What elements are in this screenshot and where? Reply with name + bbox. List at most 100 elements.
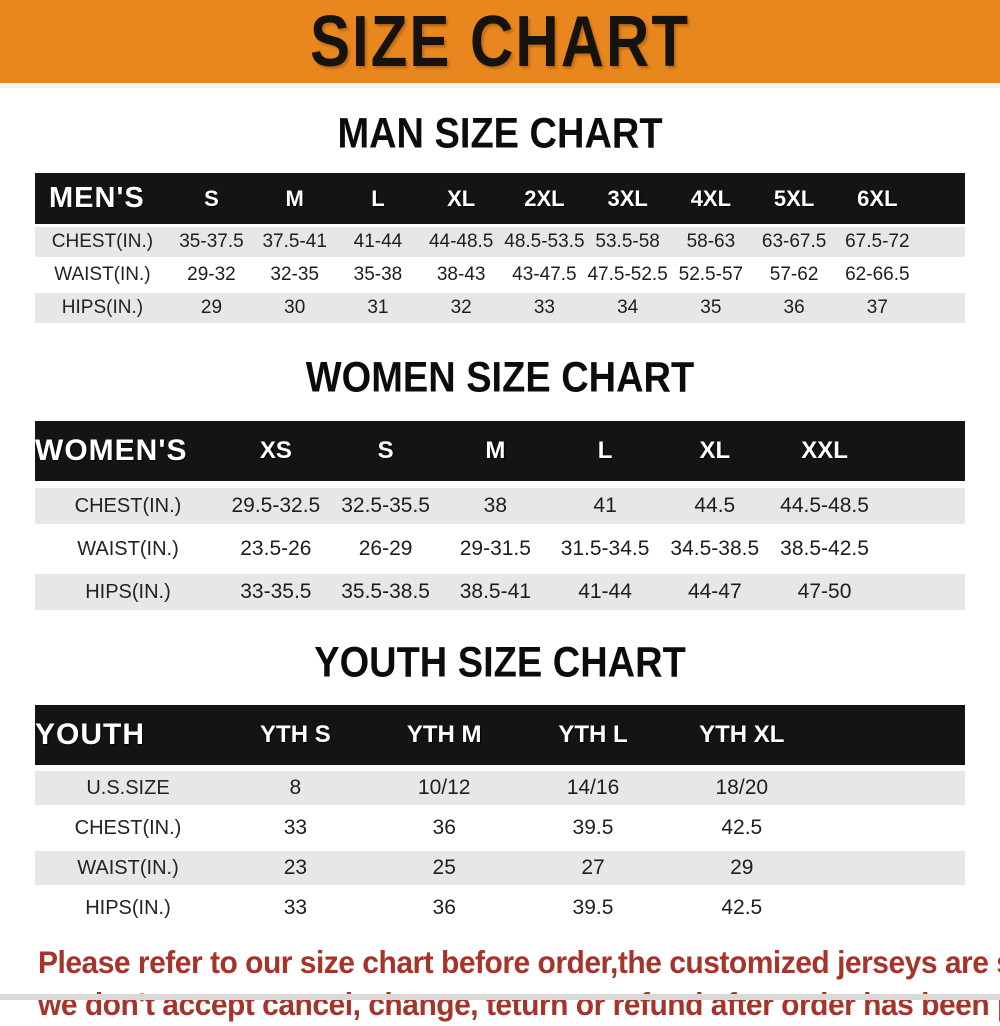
size-value-cell: 34: [586, 293, 670, 323]
row-label: WAIST(IN.): [35, 260, 170, 290]
spacer-cell: [816, 705, 965, 765]
men-section-heading: MAN SIZE CHART: [337, 110, 663, 158]
spacer-cell: [816, 811, 965, 845]
row-label: HIPS(IN.): [35, 293, 170, 323]
size-column-header: XL: [419, 173, 503, 224]
size-value-cell: 35.5-38.5: [330, 574, 441, 610]
size-value-cell: 14/16: [518, 771, 668, 805]
size-value-cell: 37: [835, 293, 919, 323]
size-value-cell: 41-44: [336, 227, 420, 257]
size-value-cell: 44-47: [659, 574, 770, 610]
men-size-table: MEN'S S M L XL 2XL 3XL 4XL 5XL 6XL CHEST(IN.) 35-37…: [35, 170, 965, 326]
measurement-row: WAIST(IN.) 23.5-26 26-29 29-31.5 31.5-34.5 34…: [35, 531, 965, 567]
size-column-header: 3XL: [586, 173, 670, 224]
measurement-row: U.S.SIZE 8 10/12 14/16 18/20: [35, 771, 965, 805]
size-value-cell: 47.5-52.5: [586, 260, 670, 290]
size-value-cell: 29-31.5: [440, 531, 551, 567]
size-value-cell: 29: [169, 293, 254, 323]
spacer-cell: [879, 531, 965, 567]
measurement-row: CHEST(IN.) 35-37.5 37.5-41 41-44 44-48.5 48.5…: [35, 227, 965, 257]
size-value-cell: 30: [253, 293, 337, 323]
size-value-cell: 38.5-41: [440, 574, 551, 610]
row-label: WAIST(IN.): [35, 531, 221, 567]
size-column-header: S: [330, 421, 441, 481]
size-value-cell: 44.5: [659, 488, 770, 524]
size-value-cell: 34.5-38.5: [659, 531, 770, 567]
disclaimer: Please refer to our size chart before or…: [38, 943, 1000, 1026]
size-column-header: L: [550, 421, 660, 481]
size-value-cell: 29.5-32.5: [221, 488, 331, 524]
size-value-cell: 36: [369, 891, 519, 925]
size-value-cell: 43-47.5: [502, 260, 587, 290]
spacer-cell: [918, 227, 965, 257]
size-value-cell: 57-62: [752, 260, 836, 290]
measurement-row: HIPS(IN.) 33 36 39.5 42.5: [35, 891, 965, 925]
youth-header-row: YOUTH YTH S YTH M YTH L YTH XL: [35, 705, 965, 765]
disclaimer-line-1: Please refer to our size chart before or…: [38, 946, 1000, 981]
size-value-cell: 36: [369, 811, 519, 845]
size-value-cell: 35-38: [336, 260, 420, 290]
size-column-header: 6XL: [835, 173, 919, 224]
size-value-cell: 23.5-26: [221, 531, 331, 567]
youth-size-table: YOUTH YTH S YTH M YTH L YTH XL U.S.SIZE 8 10/12…: [35, 699, 965, 931]
size-value-cell: 58-63: [669, 227, 753, 257]
size-value-cell: 33-35.5: [221, 574, 331, 610]
size-value-cell: 35-37.5: [169, 227, 254, 257]
measurement-row: HIPS(IN.) 33-35.5 35.5-38.5 38.5-41 41-44 44-…: [35, 574, 965, 610]
measurement-row: HIPS(IN.) 29 30 31 32 33 34 35 36 37: [35, 293, 965, 323]
size-value-cell: 33: [221, 891, 370, 925]
row-label: U.S.SIZE: [35, 771, 221, 805]
measurement-row: WAIST(IN.) 29-32 32-35 35-38 38-43 43-47.5 47.…: [35, 260, 965, 290]
womens-group-label: WOMEN'S: [35, 421, 221, 481]
size-value-cell: 31.5-34.5: [550, 531, 660, 567]
banner: SIZE CHART: [0, 0, 1000, 88]
size-value-cell: 41: [550, 488, 660, 524]
women-section-heading: WOMEN SIZE CHART: [305, 354, 695, 402]
size-value-cell: 32-35: [253, 260, 337, 290]
size-value-cell: 23: [221, 851, 370, 885]
size-column-header: L: [336, 173, 420, 224]
spacer-cell: [879, 421, 965, 481]
size-column-header: XS: [221, 421, 331, 481]
size-value-cell: 38.5-42.5: [769, 531, 880, 567]
spacer-cell: [879, 488, 965, 524]
size-value-cell: 53.5-58: [586, 227, 670, 257]
size-value-cell: 38-43: [419, 260, 503, 290]
spacer-cell: [918, 173, 965, 224]
measurement-row: CHEST(IN.) 33 36 39.5 42.5: [35, 811, 965, 845]
size-value-cell: 33: [221, 811, 370, 845]
mens-group-label: MEN'S: [35, 173, 170, 224]
size-value-cell: 39.5: [518, 811, 668, 845]
size-value-cell: 39.5: [518, 891, 668, 925]
size-value-cell: 41-44: [550, 574, 660, 610]
size-column-header: YTH XL: [667, 705, 817, 765]
measurement-row: WAIST(IN.) 23 25 27 29: [35, 851, 965, 885]
row-label: CHEST(IN.): [35, 227, 170, 257]
size-column-header: S: [169, 173, 254, 224]
men-section: MAN SIZE CHART MEN'S S M L XL 2XL 3XL 4XL 5XL 6XL…: [0, 110, 1000, 326]
size-column-header: M: [253, 173, 337, 224]
size-value-cell: 63-67.5: [752, 227, 836, 257]
disclaimer-line-2: we don't accept cancel, change, teturn o…: [38, 987, 1000, 1023]
row-label: CHEST(IN.): [35, 811, 221, 845]
size-column-header: YTH S: [221, 705, 370, 765]
size-value-cell: 44.5-48.5: [769, 488, 880, 524]
youth-section: YOUTH SIZE CHART YOUTH YTH S YTH M YTH L YTH…: [0, 639, 1000, 931]
women-section: WOMEN SIZE CHART WOMEN'S XS S M L XL XXL CHEST(…: [0, 354, 1000, 617]
size-value-cell: 32.5-35.5: [330, 488, 441, 524]
size-column-header: 5XL: [752, 173, 836, 224]
size-column-header: YTH M: [369, 705, 519, 765]
size-value-cell: 42.5: [667, 811, 817, 845]
youth-group-label: YOUTH: [35, 705, 221, 765]
spacer-cell: [816, 891, 965, 925]
size-column-header: 2XL: [502, 173, 587, 224]
size-value-cell: 38: [440, 488, 551, 524]
size-value-cell: 8: [221, 771, 370, 805]
size-value-cell: 67.5-72: [835, 227, 919, 257]
size-value-cell: 52.5-57: [669, 260, 753, 290]
youth-section-heading: YOUTH SIZE CHART: [314, 639, 686, 687]
size-column-header: M: [440, 421, 551, 481]
size-value-cell: 33: [502, 293, 587, 323]
size-value-cell: 62-66.5: [835, 260, 919, 290]
